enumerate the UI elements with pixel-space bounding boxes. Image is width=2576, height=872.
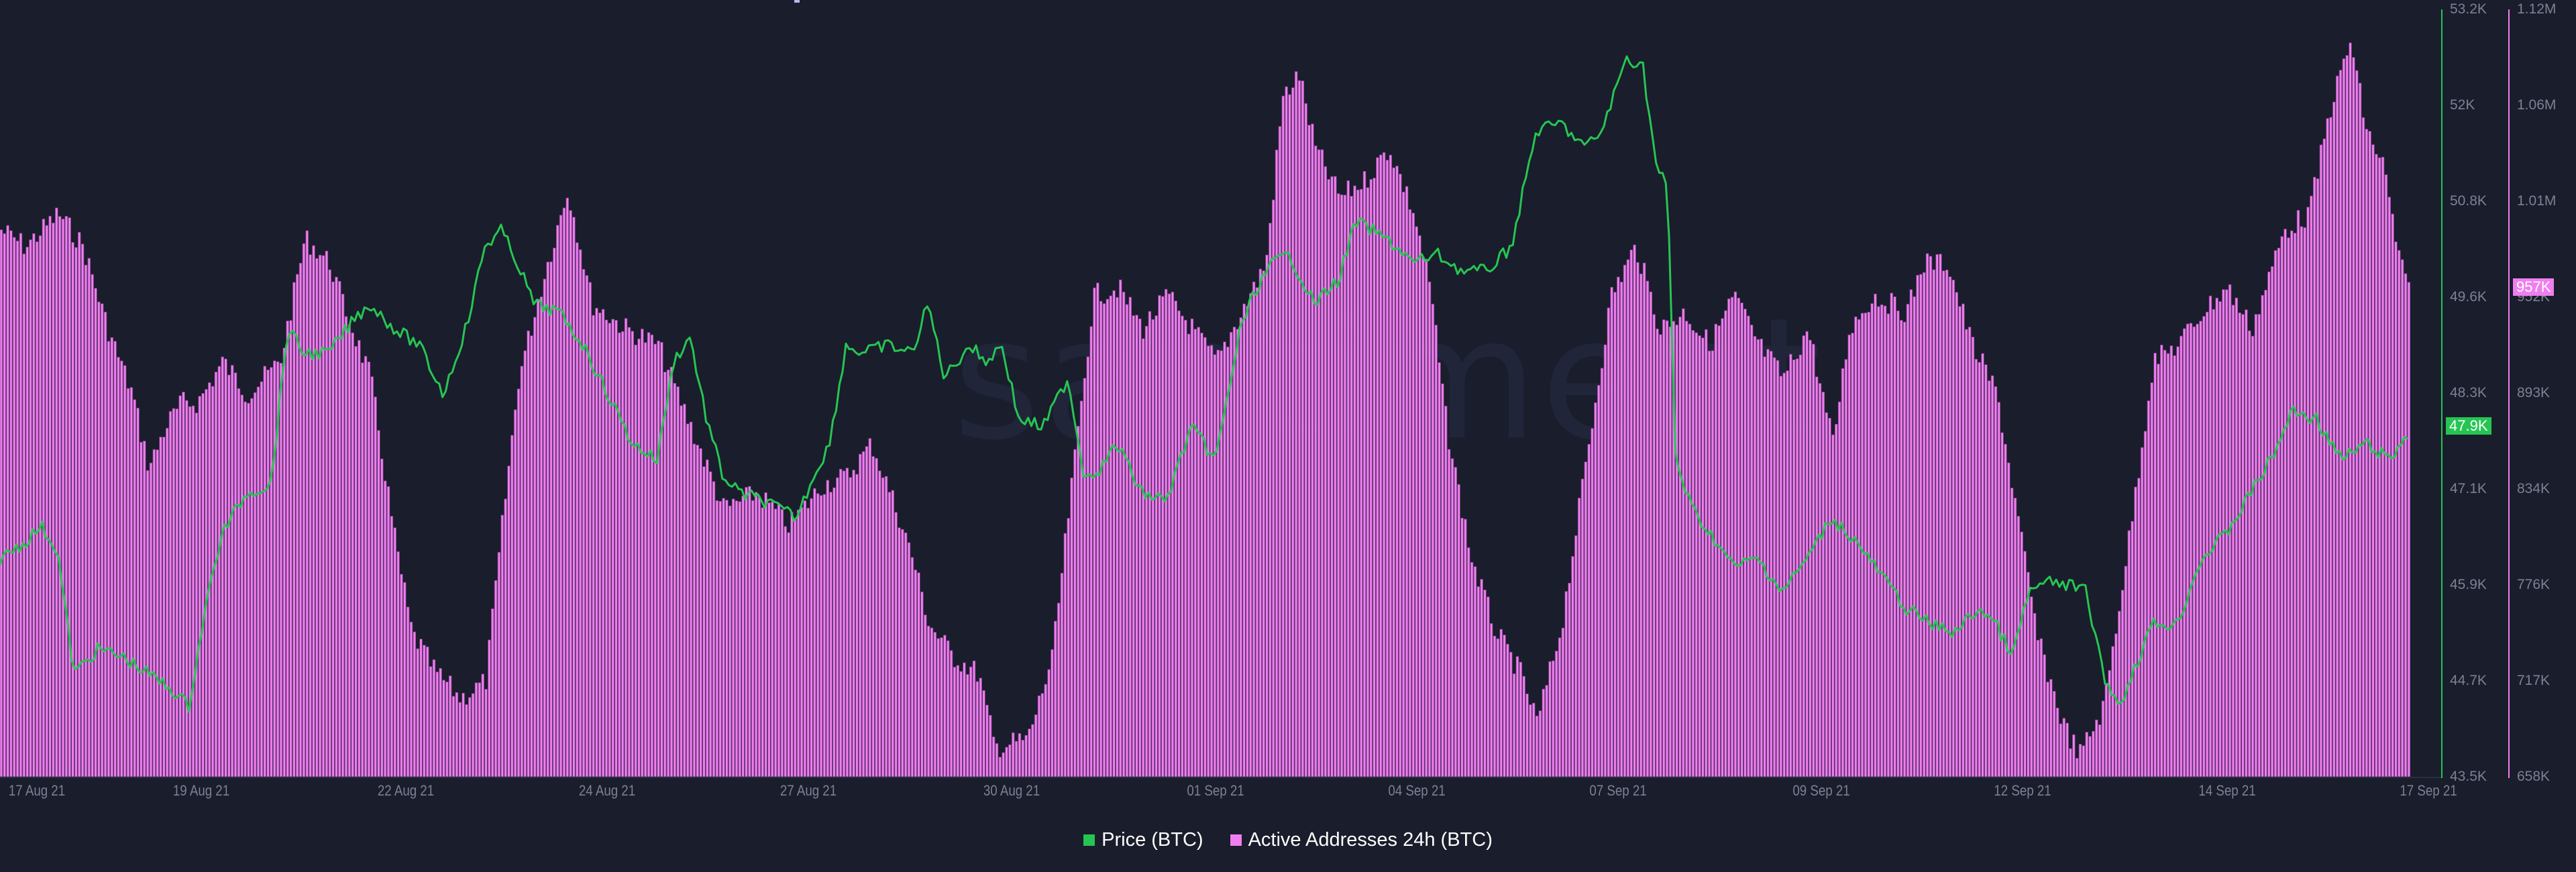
addresses-tick-label: 717K (2517, 673, 2551, 688)
addresses-tick-label: 1.12M (2517, 1, 2557, 17)
x-tick-label: 30 Aug 21 (983, 782, 1040, 799)
x-tick-label: 17 Sep 21 (2400, 782, 2457, 799)
legend-item-active-addresses[interactable]: Active Addresses 24h (BTC) (1230, 829, 1493, 851)
x-tick-label: 09 Sep 21 (1792, 782, 1850, 799)
addresses-tick-label: 776K (2517, 577, 2551, 592)
price-tick-label: 53.2K (2450, 1, 2487, 17)
addresses-tick-label: 1.01M (2517, 193, 2557, 209)
price-tick-label: 50.8K (2450, 193, 2487, 209)
price-current-badge: 47.9K (2446, 417, 2491, 435)
x-tick-label: 01 Sep 21 (1187, 782, 1244, 799)
addresses-current-badge: 957K (2513, 278, 2555, 296)
x-tick-label: 04 Sep 21 (1388, 782, 1446, 799)
price-swatch-icon (1083, 834, 1095, 846)
legend: Price (BTC) Active Addresses 24h (BTC) (0, 829, 2576, 851)
price-tick-label: 48.3K (2450, 385, 2487, 400)
price-line (0, 55, 2408, 713)
x-tick-label: 14 Sep 21 (2198, 782, 2256, 799)
top-artifact (794, 0, 800, 3)
active-addresses-bars (0, 42, 2411, 777)
x-tick-label: 07 Sep 21 (1589, 782, 1647, 799)
x-tick-label: 27 Aug 21 (780, 782, 837, 799)
addresses-tick-label: 893K (2517, 385, 2551, 400)
addresses-tick-label: 834K (2517, 481, 2551, 496)
legend-label-active-addresses: Active Addresses 24h (BTC) (1248, 829, 1493, 851)
active-addresses-swatch-icon (1230, 834, 1242, 846)
price-tick-label: 43.5K (2450, 769, 2487, 784)
addresses-tick-label: 1.06M (2517, 97, 2557, 113)
x-tick-label: 24 Aug 21 (578, 782, 636, 799)
price-tick-label: 47.1K (2450, 481, 2487, 496)
x-tick-label: 12 Sep 21 (1994, 782, 2051, 799)
x-tick-label: 19 Aug 21 (172, 782, 230, 799)
x-tick-label: 22 Aug 21 (377, 782, 435, 799)
price-tick-label: 45.9K (2450, 577, 2487, 592)
legend-label-price: Price (BTC) (1102, 829, 1203, 851)
x-tick-label: 17 Aug 21 (8, 782, 66, 799)
price-tick-label: 44.7K (2450, 673, 2487, 688)
price-tick-label: 49.6K (2450, 289, 2487, 305)
price-tick-label: 52K (2450, 97, 2475, 113)
legend-item-price[interactable]: Price (BTC) (1083, 829, 1203, 851)
addresses-tick-label: 658K (2517, 769, 2551, 784)
